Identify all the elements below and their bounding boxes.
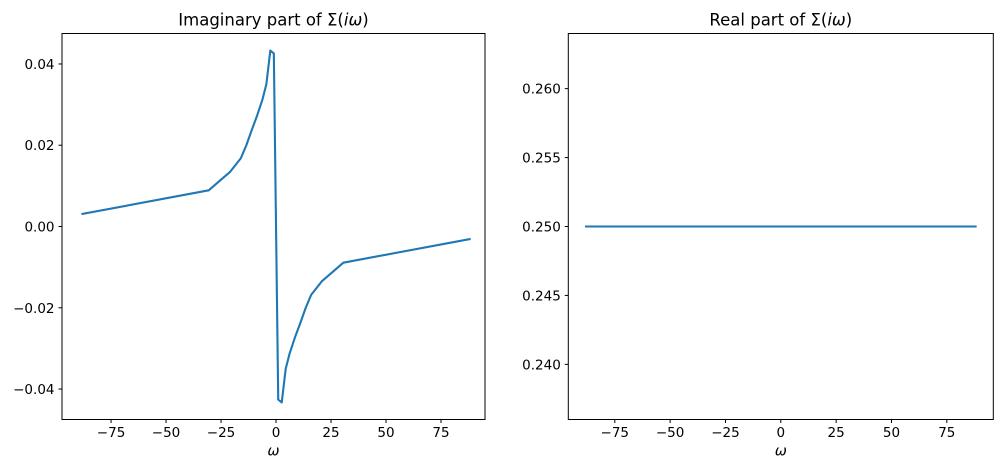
x-tick-label: −50 <box>152 425 181 441</box>
subplot-real: −75 −50 −25 0 25 50 75 0.260 0.255 0.250 0.245 0.24… <box>522 11 994 460</box>
x-tick-label: −25 <box>207 425 236 441</box>
x-tick-label: 25 <box>322 425 339 441</box>
subplot-title: Imaginary part of Σ(iω) <box>178 11 368 30</box>
x-tick-label: 75 <box>938 425 955 441</box>
x-axis-label: ω <box>267 444 279 460</box>
y-tick-label: 0.00 <box>24 220 54 236</box>
series-line <box>81 49 471 404</box>
subplot-imaginary: −75 −50 −25 0 25 50 75 0.04 0.02 0.00 −0.02 −0.04 Im… <box>13 11 486 460</box>
x-tick-label: 75 <box>432 425 449 441</box>
subplot-title: Real part of Σ(iω) <box>709 11 852 30</box>
x-tick-label: 0 <box>272 425 281 441</box>
y-tick-label: −0.02 <box>13 301 54 317</box>
x-tick-label: −75 <box>97 425 126 441</box>
y-tick-label: 0.240 <box>522 357 561 373</box>
y-tick-label: 0.245 <box>522 288 561 304</box>
x-tick-label: −50 <box>656 425 685 441</box>
x-tick-label: −75 <box>601 425 630 441</box>
x-tick-label: −25 <box>711 425 740 441</box>
y-tick-label: 0.04 <box>24 57 54 73</box>
y-tick-label: −0.04 <box>13 382 54 398</box>
x-tick-label: 50 <box>883 425 900 441</box>
x-tick-label: 0 <box>777 425 786 441</box>
y-tick-label: 0.250 <box>522 220 561 236</box>
x-axis-label: ω <box>775 444 787 460</box>
y-tick-label: 0.260 <box>522 82 561 98</box>
y-tick-label: 0.02 <box>24 138 54 154</box>
y-tick-label: 0.255 <box>522 151 561 167</box>
x-tick-label: 50 <box>377 425 394 441</box>
x-tick-label: 25 <box>828 425 845 441</box>
